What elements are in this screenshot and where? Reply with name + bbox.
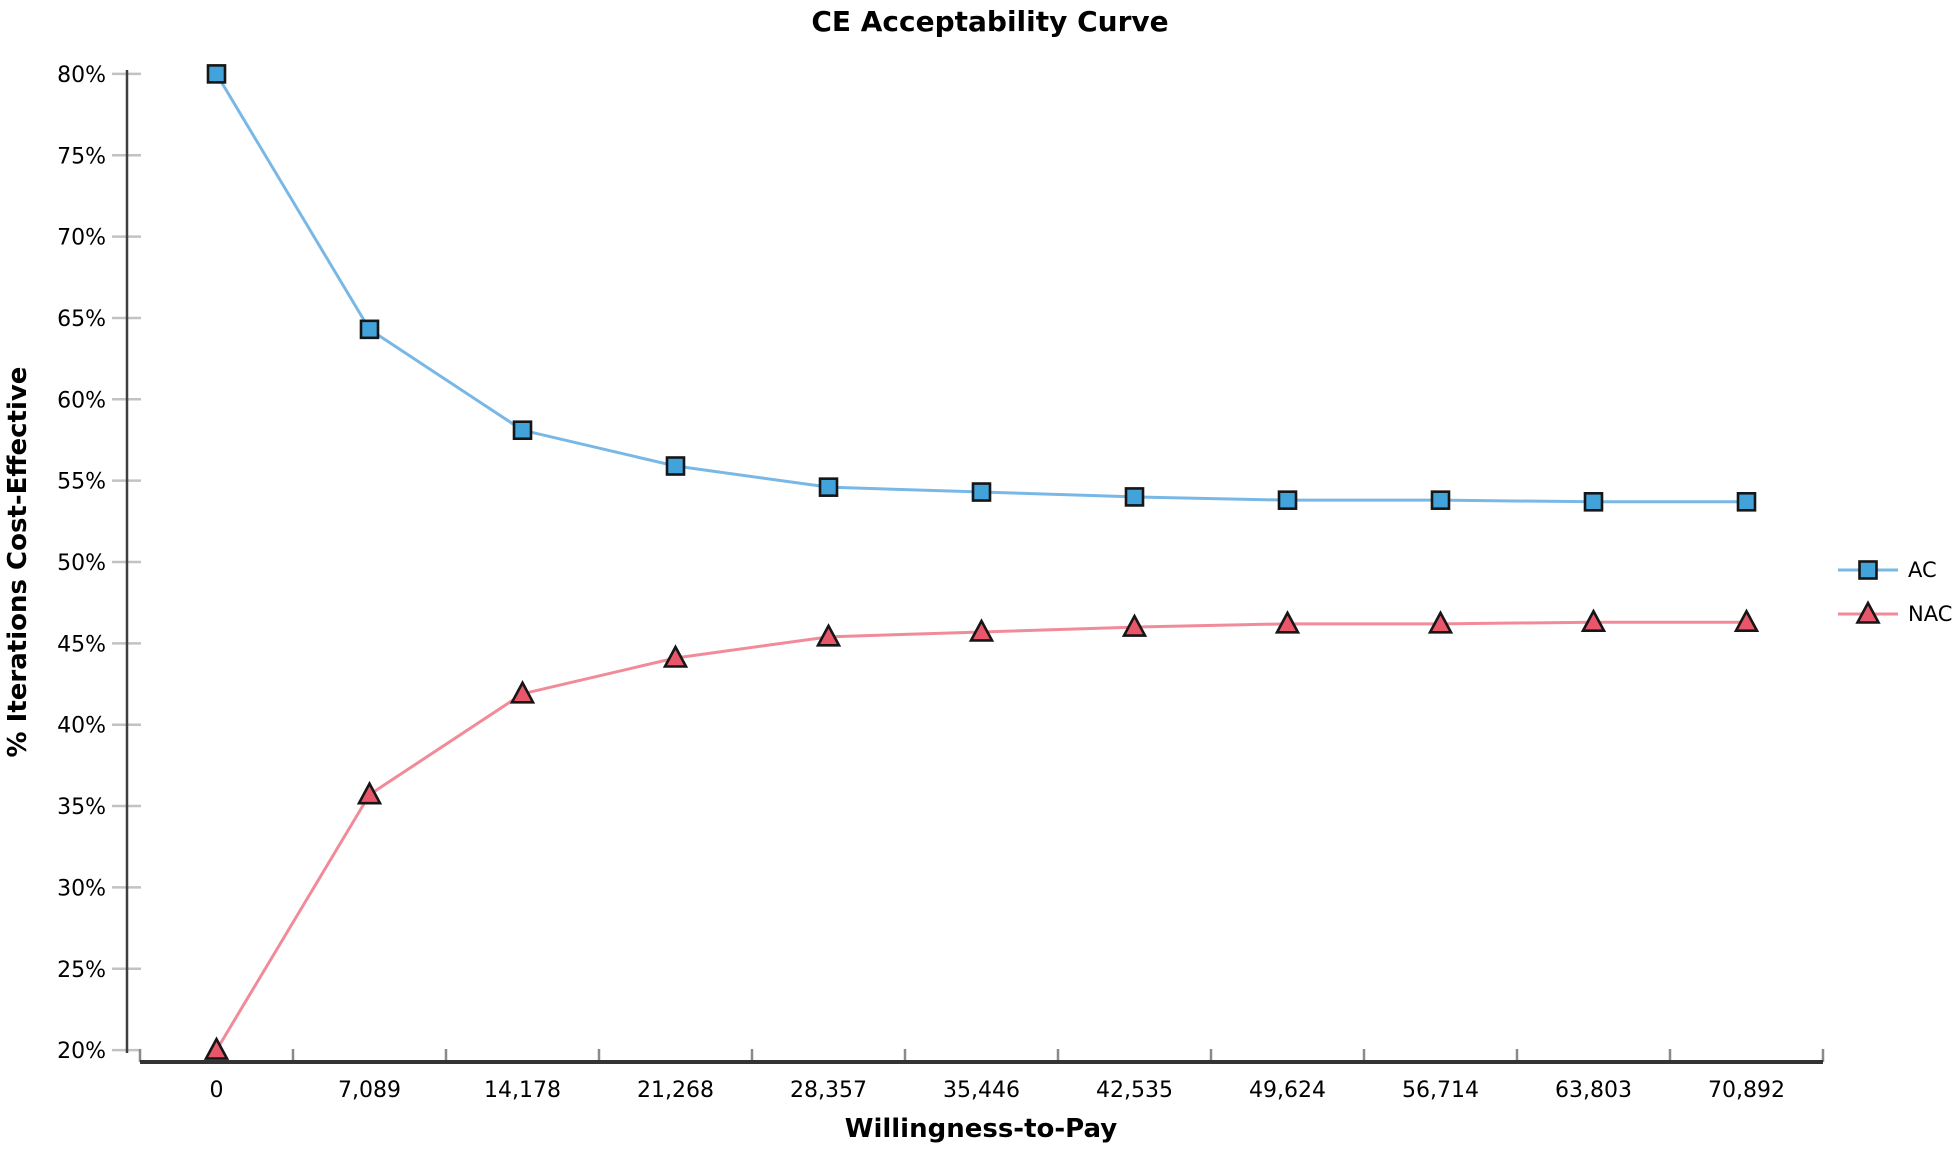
plot-area: 80% 75% 70% 65% 60% 55% 50% 45% 40% 35% 30% 25% 20% 0… — [57, 63, 1825, 1103]
nac-marker — [203, 1036, 230, 1060]
nac-marker — [1427, 610, 1454, 634]
y-tick-label: 40% — [57, 714, 106, 739]
ac-marker — [1736, 492, 1757, 512]
ac-line — [215, 73, 1747, 504]
nac-marker — [662, 644, 689, 668]
y-tick-label: 45% — [57, 632, 106, 657]
y-axis-title: % Iterations Cost-Effective — [3, 367, 33, 758]
y-tick-label: 80% — [57, 63, 106, 88]
x-tick-label: 63,803 — [1555, 1078, 1632, 1103]
chart-title: CE Acceptability Curve — [811, 5, 1168, 38]
y-tick-label: 60% — [57, 388, 106, 413]
y-tick-label: 30% — [57, 876, 106, 901]
x-tick-label: 7,089 — [338, 1078, 401, 1103]
ac-marker — [1124, 487, 1145, 507]
x-axis-title: Willingness-to-Pay — [845, 1114, 1118, 1144]
nac-marker — [1733, 608, 1760, 632]
ac-marker — [206, 64, 227, 84]
y-tick-label: 70% — [57, 226, 106, 251]
x-tick-label: 49,624 — [1249, 1078, 1326, 1103]
y-tick-label: 35% — [57, 795, 106, 820]
legend-nac-label: NAC — [1908, 602, 1952, 626]
ac-marker — [359, 319, 380, 340]
legend-item-ac: AC — [1838, 558, 1937, 582]
x-tick-label: 28,357 — [790, 1078, 867, 1103]
x-tick-label: 21,268 — [637, 1078, 714, 1103]
y-tick-label: 25% — [57, 958, 106, 983]
ac-marker — [1277, 490, 1298, 510]
ac-marker — [512, 420, 533, 441]
legend-item-nac: NAC — [1838, 600, 1952, 626]
x-tick-label: 70,892 — [1708, 1078, 1785, 1103]
nac-marker — [1274, 610, 1301, 634]
y-tick-label: 50% — [57, 551, 106, 576]
nac-marker — [1580, 608, 1607, 632]
ac-marker — [1430, 490, 1451, 510]
legend-nac-marker — [1855, 600, 1881, 624]
x-tick-label: 56,714 — [1402, 1078, 1479, 1103]
x-tick-label: 14,178 — [484, 1078, 561, 1103]
x-tick-label: 0 — [210, 1078, 224, 1103]
legend-ac-label: AC — [1908, 558, 1937, 582]
nac-marker — [815, 623, 842, 647]
y-tick-label: 75% — [57, 144, 106, 169]
nac-marker — [509, 680, 536, 704]
ac-marker — [818, 477, 839, 497]
nac-marker — [968, 618, 995, 642]
y-tick-label: 20% — [57, 1039, 106, 1064]
y-tick-label: 55% — [57, 470, 106, 495]
ac-marker — [665, 456, 686, 476]
legend: AC NAC — [1838, 558, 1952, 626]
nac-marker — [356, 780, 383, 805]
nac-marker — [1121, 613, 1148, 637]
nac-line — [215, 620, 1747, 1051]
ac-marker — [1583, 492, 1604, 512]
x-tick-label: 42,535 — [1096, 1078, 1173, 1103]
ac-marker — [971, 482, 992, 502]
x-tick-label: 35,446 — [943, 1078, 1020, 1103]
y-tick-label: 65% — [57, 307, 106, 332]
legend-ac-marker — [1858, 560, 1878, 580]
